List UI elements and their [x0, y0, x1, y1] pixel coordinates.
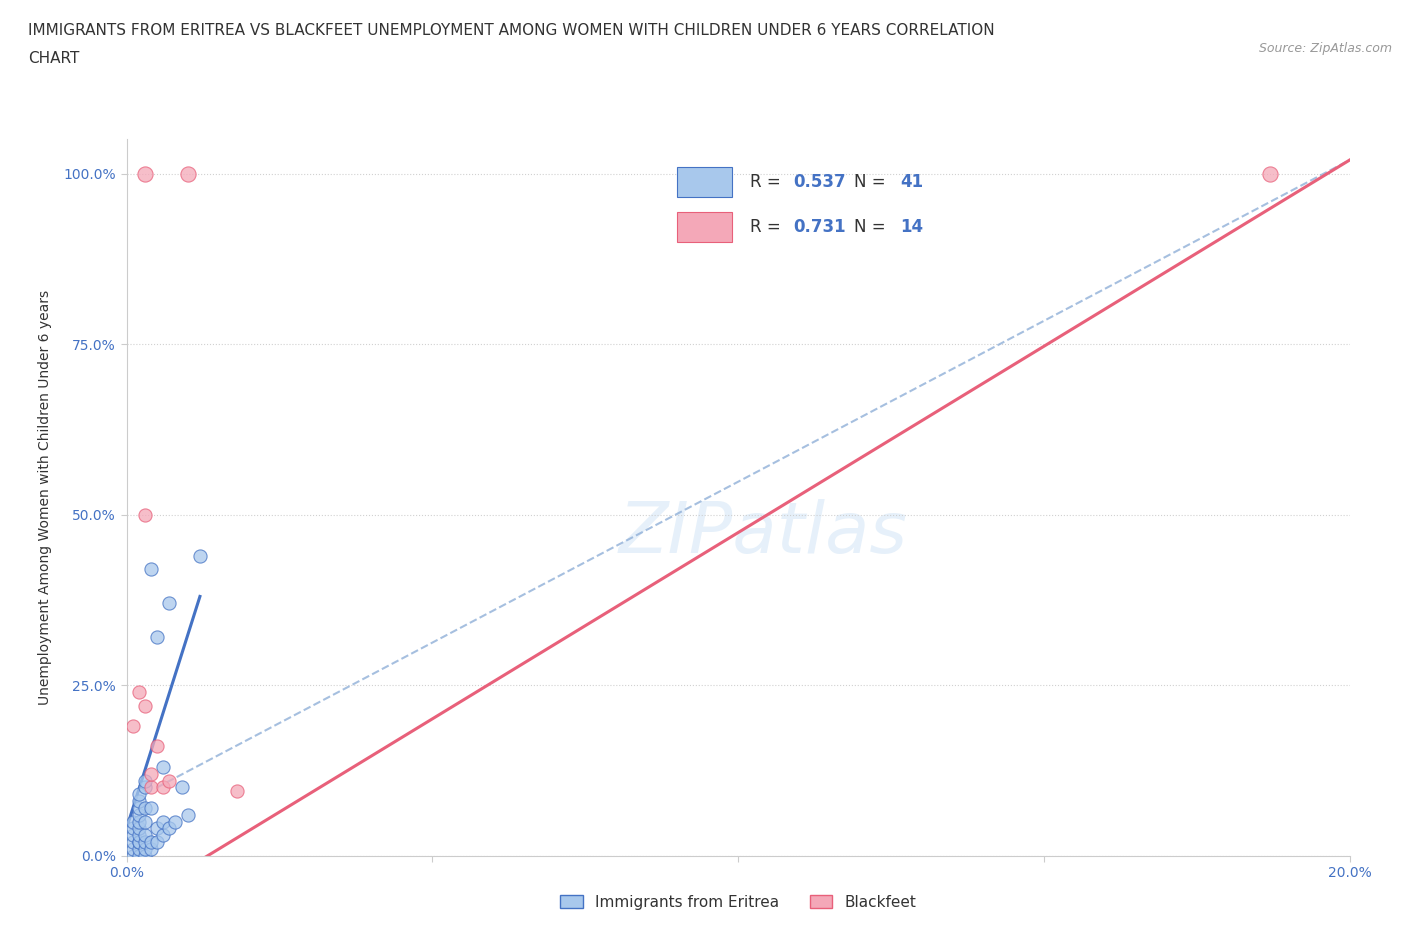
- Point: [152, 814, 174, 829]
- Point: [128, 821, 150, 836]
- Text: ZIPatlas: ZIPatlas: [619, 498, 907, 568]
- Text: CHART: CHART: [28, 51, 80, 66]
- Text: R =: R =: [751, 218, 786, 236]
- Point: [128, 807, 150, 822]
- Point: [157, 821, 180, 836]
- Point: [134, 801, 156, 816]
- Text: 14: 14: [900, 218, 924, 236]
- Point: [128, 828, 150, 843]
- Point: [225, 783, 247, 798]
- Point: [121, 719, 143, 734]
- Point: [139, 842, 162, 857]
- Point: [139, 766, 162, 781]
- Point: [157, 596, 180, 611]
- Point: [1258, 166, 1281, 181]
- Point: [134, 842, 156, 857]
- Point: [134, 507, 156, 522]
- Point: [170, 780, 193, 795]
- Point: [128, 801, 150, 816]
- Point: [146, 739, 169, 754]
- Point: [152, 780, 174, 795]
- Text: IMMIGRANTS FROM ERITREA VS BLACKFEET UNEMPLOYMENT AMONG WOMEN WITH CHILDREN UNDE: IMMIGRANTS FROM ERITREA VS BLACKFEET UNE…: [28, 23, 995, 38]
- Point: [134, 834, 156, 849]
- Text: 0.537: 0.537: [793, 173, 846, 191]
- Point: [139, 801, 162, 816]
- Text: N =: N =: [855, 173, 891, 191]
- Point: [177, 166, 200, 181]
- Point: [188, 548, 211, 563]
- Point: [128, 842, 150, 857]
- Point: [177, 807, 200, 822]
- Point: [139, 562, 162, 577]
- Point: [121, 848, 143, 863]
- Point: [152, 828, 174, 843]
- Point: [134, 828, 156, 843]
- Point: [121, 828, 143, 843]
- Point: [139, 780, 162, 795]
- Text: Source: ZipAtlas.com: Source: ZipAtlas.com: [1258, 42, 1392, 55]
- Point: [121, 842, 143, 857]
- Point: [146, 630, 169, 644]
- Point: [165, 814, 187, 829]
- Y-axis label: Unemployment Among Women with Children Under 6 years: Unemployment Among Women with Children U…: [38, 290, 52, 705]
- Text: N =: N =: [855, 218, 891, 236]
- Point: [146, 834, 169, 849]
- Point: [134, 698, 156, 713]
- Point: [128, 848, 150, 863]
- Text: R =: R =: [751, 173, 786, 191]
- Point: [157, 773, 180, 788]
- Point: [121, 834, 143, 849]
- Point: [139, 834, 162, 849]
- Point: [134, 814, 156, 829]
- Text: 41: 41: [900, 173, 924, 191]
- Point: [128, 684, 150, 699]
- Point: [128, 834, 150, 849]
- FancyBboxPatch shape: [678, 166, 733, 197]
- FancyBboxPatch shape: [678, 212, 733, 242]
- Point: [134, 780, 156, 795]
- Point: [134, 166, 156, 181]
- Point: [128, 793, 150, 808]
- Legend: Immigrants from Eritrea, Blackfeet: Immigrants from Eritrea, Blackfeet: [554, 889, 922, 916]
- Point: [134, 773, 156, 788]
- Point: [128, 787, 150, 802]
- Point: [128, 814, 150, 829]
- Point: [146, 821, 169, 836]
- Point: [121, 821, 143, 836]
- Point: [134, 848, 156, 863]
- Text: 0.731: 0.731: [793, 218, 846, 236]
- Point: [121, 814, 143, 829]
- Point: [128, 834, 150, 849]
- Point: [152, 760, 174, 775]
